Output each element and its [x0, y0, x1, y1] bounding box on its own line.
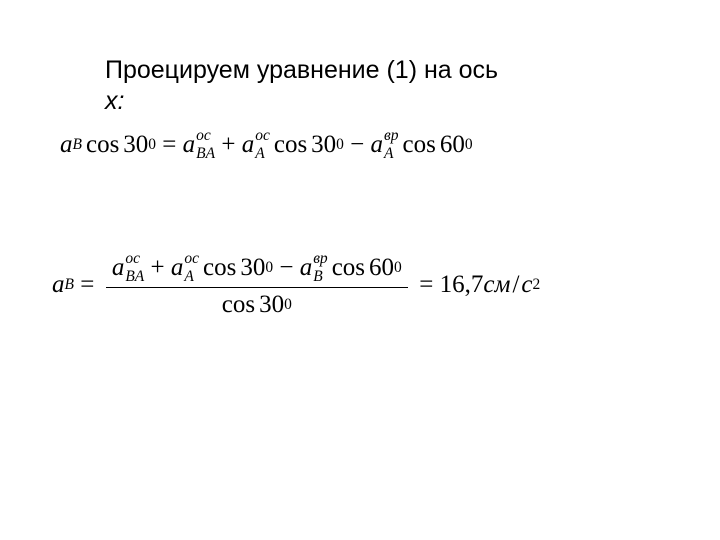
unit-s: с — [521, 271, 532, 299]
sup-0: 0 — [148, 136, 156, 154]
fn-cos: cos — [203, 254, 236, 282]
supsub-oc-A: ос A — [184, 251, 199, 284]
sup-0: 0 — [394, 259, 402, 277]
sym-a: a — [52, 271, 65, 299]
sym-a: a — [242, 131, 255, 159]
supsub-oc-BA: ос BA — [196, 128, 215, 161]
sup-0: 0 — [465, 136, 473, 154]
unit-cm: см — [483, 271, 510, 299]
val-frac: 7 — [471, 271, 484, 299]
sym-a: a — [371, 131, 384, 159]
supsub-vr-B: вр B — [313, 251, 327, 284]
sym-a: a — [60, 131, 73, 159]
supsub-oc-A: ос A — [255, 128, 270, 161]
equation-1: a B cos 30 0 = a ос BA + a ос A cos 30 0 — [60, 128, 473, 161]
eq2-row: a B = a ос BA + a ос A cos — [52, 248, 540, 322]
num-30: 30 — [240, 254, 265, 282]
sup-0: 0 — [336, 136, 344, 154]
supsub-oc-BA: ос BA — [125, 251, 144, 284]
eq1-row: a B cos 30 0 = a ос BA + a ос A cos 30 0 — [60, 128, 473, 161]
slash: / — [512, 271, 519, 299]
num-30: 30 — [311, 131, 336, 159]
fraction-num: a ос BA + a ос A cos 30 0 — [106, 248, 408, 287]
sup-2: 2 — [533, 276, 541, 294]
num-30: 30 — [259, 291, 284, 319]
fn-cos: cos — [403, 131, 436, 159]
sym-a: a — [300, 254, 313, 282]
num-60: 60 — [369, 254, 394, 282]
sup-0: 0 — [284, 296, 292, 314]
op-eq: = — [80, 271, 94, 299]
fn-cos: cos — [332, 254, 365, 282]
op-eq: = — [162, 131, 176, 159]
sub-B: B — [65, 276, 74, 294]
sym-a: a — [183, 131, 196, 159]
sym-a: a — [171, 254, 184, 282]
fraction: a ос BA + a ос A cos 30 0 — [106, 248, 408, 322]
sym-a: a — [112, 254, 125, 282]
op-eq: = — [419, 271, 433, 299]
sup-0: 0 — [265, 259, 273, 277]
fn-cos: cos — [86, 131, 119, 159]
fraction-den: cos 30 0 — [216, 288, 299, 322]
num-60: 60 — [440, 131, 465, 159]
op-plus: + — [151, 254, 165, 282]
supsub-vr-A: вр A — [384, 128, 398, 161]
heading-line2: x: — [105, 87, 124, 115]
fn-cos: cos — [222, 291, 255, 319]
heading-line1: Проецируем уравнение (1) на ось — [105, 56, 498, 84]
equation-2: a B = a ос BA + a ос A cos — [52, 248, 540, 322]
heading: Проецируем уравнение (1) на ось x: — [105, 55, 515, 118]
fn-cos: cos — [274, 131, 307, 159]
sub-B: B — [73, 136, 82, 154]
val-int: 16 — [440, 271, 465, 299]
op-plus: + — [221, 131, 235, 159]
op-minus: − — [279, 254, 293, 282]
op-minus: − — [350, 131, 364, 159]
num-30: 30 — [123, 131, 148, 159]
